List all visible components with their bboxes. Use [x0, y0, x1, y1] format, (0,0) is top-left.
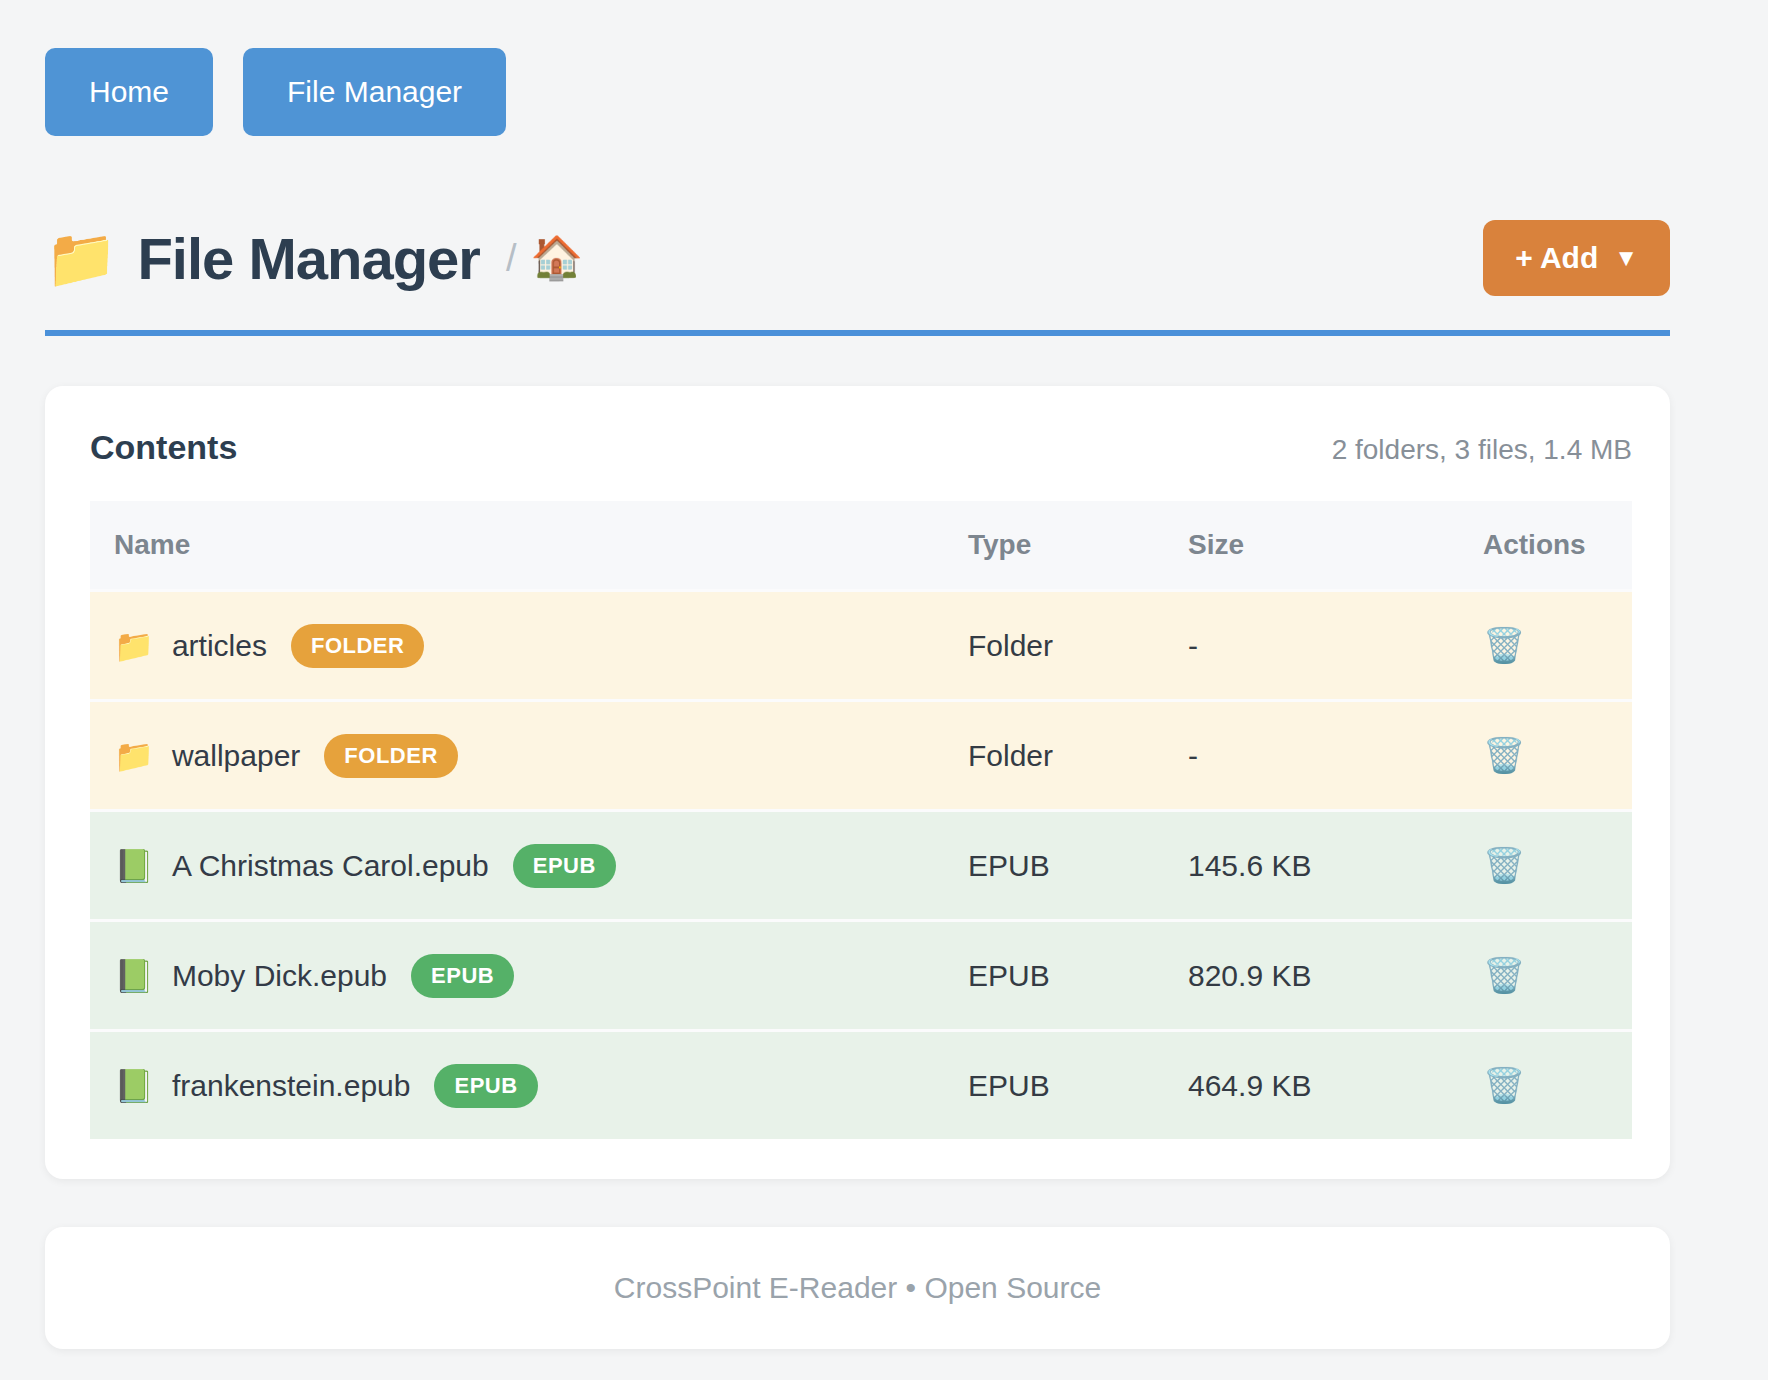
nav-home-button[interactable]: Home: [45, 48, 213, 136]
delete-button[interactable]: 🗑️: [1483, 958, 1525, 992]
contents-title: Contents: [90, 428, 237, 467]
file-type: Folder: [944, 699, 1164, 809]
file-type-badge: FOLDER: [324, 734, 457, 778]
table-row[interactable]: 📗 Moby Dick.epub EPUB EPUB 820.9 KB 🗑️: [90, 919, 1632, 1029]
delete-button[interactable]: 🗑️: [1483, 738, 1525, 772]
trash-icon: 🗑️: [1483, 626, 1525, 664]
chevron-down-icon: ▼: [1614, 244, 1638, 272]
green-book-icon: 📗: [114, 1070, 154, 1102]
table-header-row: Name Type Size Actions: [90, 501, 1632, 589]
file-table-body: 📁 articles FOLDER Folder - 🗑️ 📁 wallpape…: [90, 589, 1632, 1139]
folder-icon: 📁: [45, 229, 117, 287]
footer-card: CrossPoint E-Reader • Open Source: [45, 1227, 1670, 1349]
folder-icon: 📁: [114, 740, 154, 772]
file-name[interactable]: A Christmas Carol.epub: [172, 849, 489, 883]
add-button[interactable]: + Add ▼: [1483, 220, 1670, 296]
file-table: Name Type Size Actions 📁 articles FOLDER…: [90, 501, 1632, 1139]
table-row[interactable]: 📗 frankenstein.epub EPUB EPUB 464.9 KB 🗑…: [90, 1029, 1632, 1139]
file-type: Folder: [944, 589, 1164, 699]
file-name[interactable]: wallpaper: [172, 739, 300, 773]
breadcrumb-separator: /: [506, 237, 517, 280]
file-size: -: [1164, 699, 1459, 809]
file-type-badge: FOLDER: [291, 624, 424, 668]
page-header: 📁 File Manager / 🏠 + Add ▼: [45, 220, 1670, 296]
trash-icon: 🗑️: [1483, 1066, 1525, 1104]
delete-button[interactable]: 🗑️: [1483, 628, 1525, 662]
trash-icon: 🗑️: [1483, 846, 1525, 884]
file-type-badge: EPUB: [411, 954, 514, 998]
column-header-size: Size: [1164, 501, 1459, 589]
contents-summary: 2 folders, 3 files, 1.4 MB: [1332, 434, 1632, 466]
file-type: EPUB: [944, 1029, 1164, 1139]
file-type-badge: EPUB: [434, 1064, 537, 1108]
top-nav: Home File Manager: [45, 48, 1670, 136]
page-title-group: 📁 File Manager / 🏠: [45, 225, 583, 292]
file-name[interactable]: frankenstein.epub: [172, 1069, 411, 1103]
home-breadcrumb-icon[interactable]: 🏠: [530, 237, 582, 279]
contents-card-header: Contents 2 folders, 3 files, 1.4 MB: [90, 428, 1632, 467]
column-header-name: Name: [90, 501, 944, 589]
file-type-badge: EPUB: [513, 844, 616, 888]
delete-button[interactable]: 🗑️: [1483, 1068, 1525, 1102]
file-size: 820.9 KB: [1164, 919, 1459, 1029]
nav-file-manager-button[interactable]: File Manager: [243, 48, 506, 136]
file-size: -: [1164, 589, 1459, 699]
table-row[interactable]: 📗 A Christmas Carol.epub EPUB EPUB 145.6…: [90, 809, 1632, 919]
file-type: EPUB: [944, 809, 1164, 919]
folder-icon: 📁: [114, 630, 154, 662]
add-button-label: + Add: [1515, 241, 1598, 275]
file-type: EPUB: [944, 919, 1164, 1029]
table-row[interactable]: 📁 articles FOLDER Folder - 🗑️: [90, 589, 1632, 699]
green-book-icon: 📗: [114, 960, 154, 992]
trash-icon: 🗑️: [1483, 736, 1525, 774]
green-book-icon: 📗: [114, 850, 154, 882]
file-size: 464.9 KB: [1164, 1029, 1459, 1139]
page-title: File Manager: [137, 225, 480, 292]
column-header-actions: Actions: [1459, 501, 1632, 589]
file-name[interactable]: articles: [172, 629, 267, 663]
file-size: 145.6 KB: [1164, 809, 1459, 919]
delete-button[interactable]: 🗑️: [1483, 848, 1525, 882]
trash-icon: 🗑️: [1483, 956, 1525, 994]
accent-divider: [45, 330, 1670, 336]
contents-card: Contents 2 folders, 3 files, 1.4 MB Name…: [45, 386, 1670, 1179]
footer-text: CrossPoint E-Reader • Open Source: [614, 1271, 1101, 1304]
table-row[interactable]: 📁 wallpaper FOLDER Folder - 🗑️: [90, 699, 1632, 809]
column-header-type: Type: [944, 501, 1164, 589]
file-name[interactable]: Moby Dick.epub: [172, 959, 387, 993]
